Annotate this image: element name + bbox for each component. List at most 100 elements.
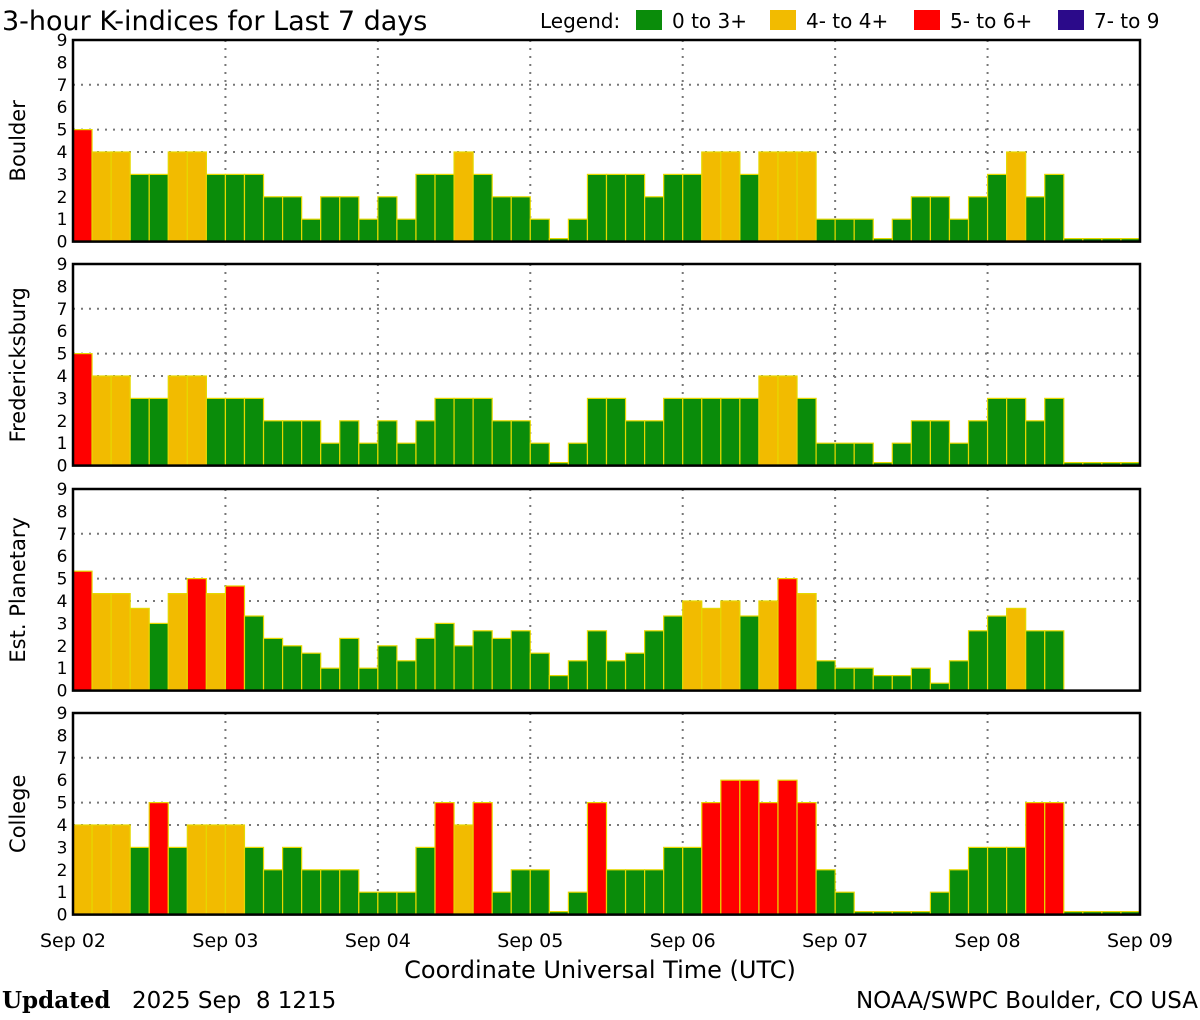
bar xyxy=(205,397,227,467)
bar xyxy=(701,397,722,467)
bar xyxy=(472,173,493,243)
bar xyxy=(777,779,798,916)
bar xyxy=(72,824,93,916)
bar xyxy=(644,196,665,243)
bar xyxy=(224,585,246,692)
bar xyxy=(224,824,246,916)
legend: Legend: 0 to 3+ 4- to 4+ 5- to 6+ 7- to 9 xyxy=(540,9,1159,33)
bar xyxy=(110,593,131,692)
bar xyxy=(529,869,550,916)
bar xyxy=(453,824,474,916)
bar xyxy=(186,824,207,916)
bar xyxy=(1044,397,1065,467)
y-tick-label: 8 xyxy=(57,502,68,522)
bar xyxy=(281,196,303,243)
y-tick-label: 9 xyxy=(57,31,68,51)
y-tick-label: 4 xyxy=(57,367,68,387)
bar xyxy=(110,375,131,467)
bar xyxy=(301,420,322,467)
y-tick-label: 7 xyxy=(57,76,68,96)
bar xyxy=(129,846,150,916)
bar xyxy=(586,173,608,243)
bar xyxy=(281,645,303,692)
bar xyxy=(682,173,703,243)
x-axis-title: Coordinate Universal Time (UTC) xyxy=(404,956,796,984)
bar xyxy=(129,397,150,467)
bar xyxy=(815,660,836,692)
bar xyxy=(1044,173,1065,243)
bar xyxy=(339,196,360,243)
bar xyxy=(624,173,646,243)
bar xyxy=(796,801,817,916)
bar xyxy=(910,196,932,243)
bar xyxy=(529,442,550,467)
bar xyxy=(281,846,303,916)
bar xyxy=(529,652,550,692)
bar xyxy=(148,801,169,916)
bar xyxy=(891,218,912,243)
bar xyxy=(777,577,798,692)
x-tick-label: Sep 09 xyxy=(1107,930,1173,952)
bar xyxy=(472,801,493,916)
bar xyxy=(967,420,989,467)
panel-college: 0 12 345 67 89 College xyxy=(6,704,1142,926)
bar xyxy=(396,660,417,692)
bar xyxy=(434,397,455,467)
legend-entry-label: 0 to 3+ xyxy=(672,9,747,33)
bar xyxy=(1025,196,1046,243)
bar xyxy=(929,891,951,916)
bar xyxy=(967,630,989,692)
y-tick-label: 9 xyxy=(57,480,68,500)
bar xyxy=(205,593,227,692)
bar xyxy=(929,196,951,243)
y-tick-label: 1 xyxy=(57,434,68,454)
bar xyxy=(472,630,493,692)
bar xyxy=(777,151,798,243)
bar xyxy=(701,607,722,692)
panel-label: Boulder xyxy=(6,100,30,182)
bar xyxy=(491,637,512,692)
bar xyxy=(415,420,436,467)
y-tick-label: 0 xyxy=(57,682,68,702)
y-tick-label: 3 xyxy=(57,614,68,634)
bar xyxy=(491,420,512,467)
bar xyxy=(72,129,93,243)
x-tick-label: Sep 04 xyxy=(345,930,411,952)
updated-label: Updated xyxy=(2,987,110,1014)
bar xyxy=(986,846,1008,916)
bar xyxy=(796,397,817,467)
bar xyxy=(967,846,989,916)
bar xyxy=(91,824,112,916)
bar xyxy=(948,442,970,467)
bar xyxy=(529,218,550,243)
bar xyxy=(758,600,779,692)
bar xyxy=(186,577,207,692)
bar xyxy=(186,375,207,467)
bar xyxy=(796,593,817,692)
bar xyxy=(377,196,398,243)
bar xyxy=(891,442,912,467)
bar xyxy=(910,667,932,692)
bar xyxy=(853,442,874,467)
bar xyxy=(301,869,322,916)
bar xyxy=(339,637,360,692)
legend-entry-label: 4- to 4+ xyxy=(806,9,888,33)
bar xyxy=(1006,151,1027,243)
bar xyxy=(434,622,455,692)
x-tick-labels: Sep 02 Sep 03 Sep 04 Sep 05 Sep 06 Sep 07 Sep … xyxy=(40,930,1173,952)
bar xyxy=(624,652,646,692)
y-tick-label: 8 xyxy=(57,53,68,73)
y-tick-label: 6 xyxy=(57,547,68,567)
legend-swatch xyxy=(914,10,940,30)
bar xyxy=(320,869,341,916)
y-tick-label: 2 xyxy=(57,637,68,657)
bar xyxy=(167,151,188,243)
bar xyxy=(567,442,589,467)
bar xyxy=(301,218,322,243)
bar xyxy=(720,779,741,916)
y-tick-label: 3 xyxy=(57,389,68,409)
bar xyxy=(796,151,817,243)
panel-fredericksburg: 0 12 345 67 89 Fredericksburg xyxy=(6,255,1142,477)
bar xyxy=(243,615,265,692)
plot-frame xyxy=(71,711,1142,916)
